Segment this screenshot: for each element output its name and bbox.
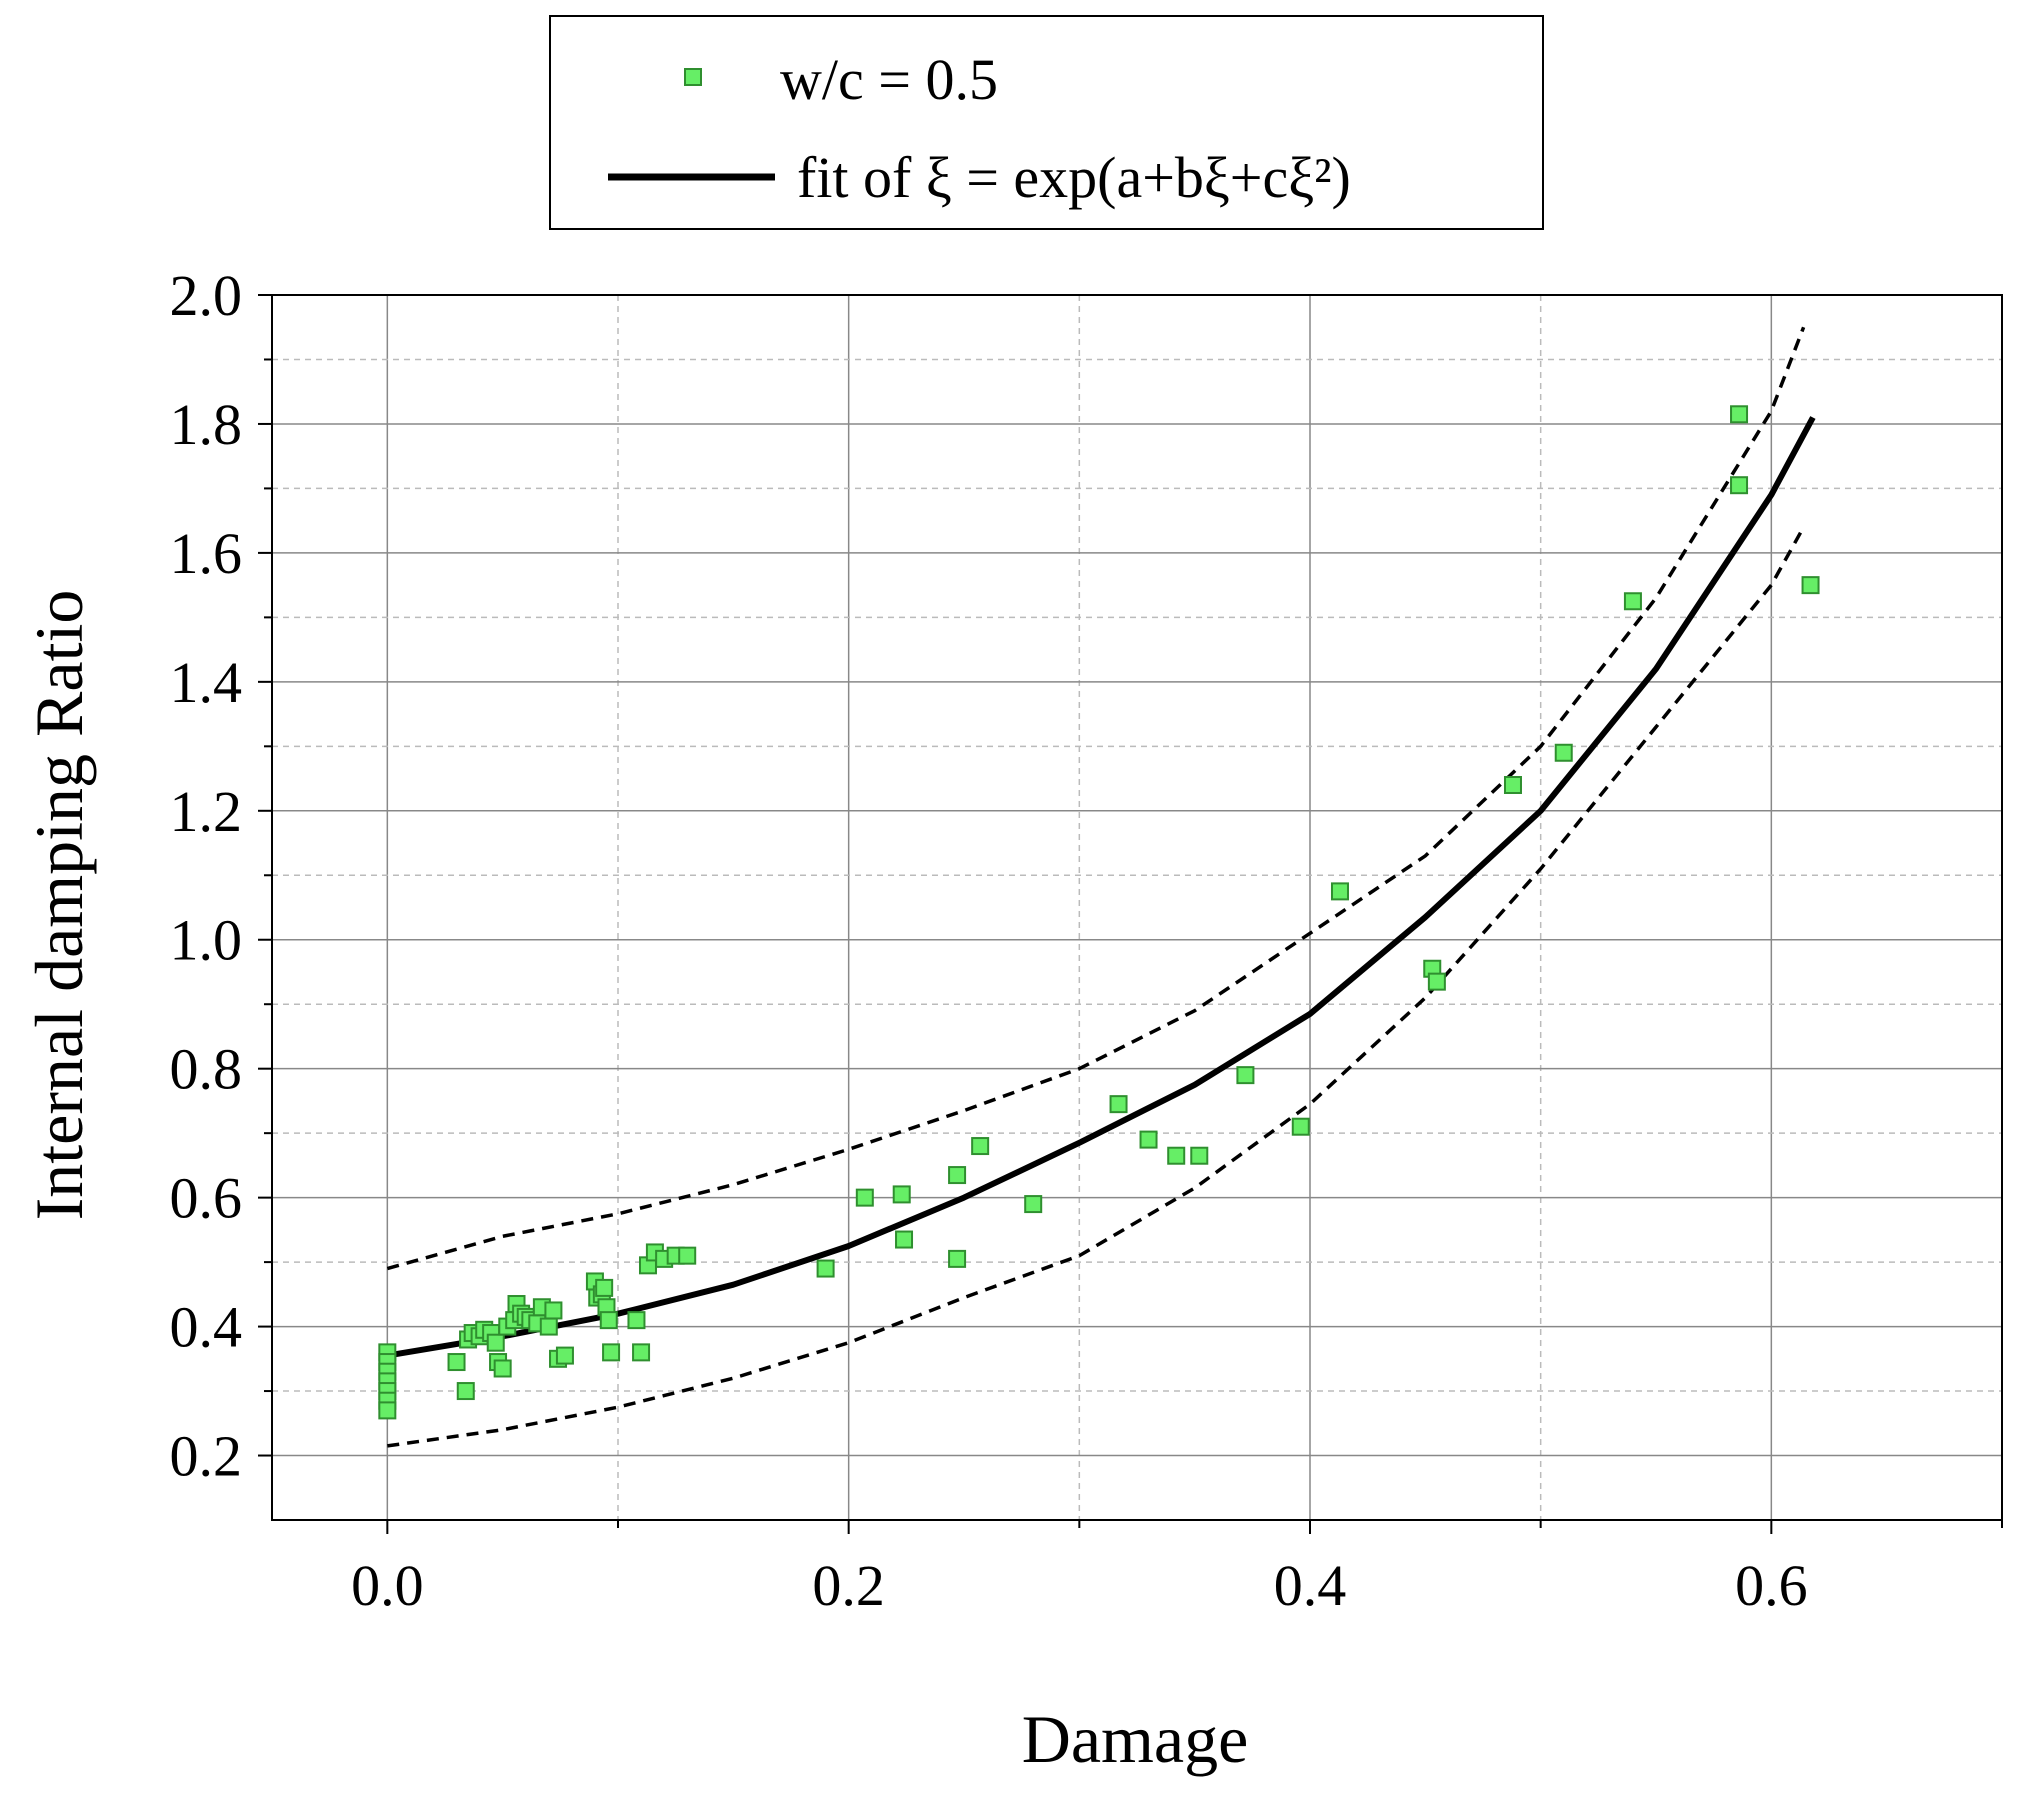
axis-ticks [258,294,2003,1534]
data-point [1109,1095,1128,1114]
data-point [892,1185,911,1204]
x-axis-title: Damage [1022,1701,1249,1777]
legend: w/c = 0.5 fit of ξ = exp(a+bξ+cξ²) [549,15,1544,230]
data-point [1554,743,1573,762]
data-point [632,1343,651,1362]
data-point [447,1353,466,1372]
lower-confidence-band [387,526,1806,1448]
data-point [948,1249,967,1268]
data-point [486,1333,505,1352]
data-point [1291,1117,1310,1136]
data-point [1167,1146,1186,1165]
data-point [1330,882,1349,901]
y-tick-label: 0.4 [170,1295,243,1360]
y-tick-label: 2.0 [170,263,243,328]
fit-curve [386,416,1816,1359]
y-tick-label: 0.8 [170,1037,243,1102]
data-point [1730,405,1749,424]
data-point [1623,592,1642,611]
data-point [627,1311,646,1330]
y-tick-label: 1.8 [170,392,243,457]
y-tick-label: 1.4 [170,650,243,715]
y-tick-label: 1.2 [170,779,243,844]
data-point [456,1382,475,1401]
fit-curve-group [386,416,1816,1359]
data-point [539,1317,558,1336]
data-point [544,1301,563,1320]
data-point [599,1311,618,1330]
confidence-bands [386,326,1806,1448]
legend-label-fit: fit of ξ = exp(a+bξ+cξ²) [797,145,1351,210]
y-tick-label: 1.0 [170,908,243,973]
data-point [816,1259,835,1278]
y-tick-labels: 0.2 0.4 0.6 0.8 1.0 1.2 1.4 1.6 1.8 2.0 [170,263,243,1489]
data-point [493,1359,512,1378]
data-point [1024,1195,1043,1214]
data-point [1236,1066,1255,1085]
data-point [678,1246,697,1265]
y-tick-label: 1.6 [170,521,243,586]
y-tick-label: 0.6 [170,1166,243,1231]
y-axis-title: Internal damping Ratio [21,590,97,1221]
plot-frame [271,294,2003,1521]
data-point [555,1346,574,1365]
legend-box [549,15,1544,230]
y-tick-label: 0.2 [170,1424,243,1489]
data-point [1190,1146,1209,1165]
data-point [595,1278,614,1297]
data-point [855,1188,874,1207]
data-point [895,1230,914,1249]
data-point [1139,1130,1158,1149]
x-tick-label: 0.4 [1274,1553,1347,1618]
data-point [1503,776,1522,794]
legend-label-data: w/c = 0.5 [780,47,998,112]
data-point [602,1343,621,1362]
data-point [971,1137,990,1156]
data-point [1730,476,1749,495]
data-point [378,1401,397,1420]
data-points [378,405,1820,1420]
x-tick-label: 0.2 [812,1553,885,1618]
data-point [1801,576,1820,595]
data-point [948,1166,967,1185]
data-point [1427,972,1446,991]
x-tick-labels: 0.0 0.2 0.4 0.6 [351,1553,1808,1618]
x-tick-label: 0.6 [1735,1553,1808,1618]
legend-marker-swatch [684,68,702,86]
upper-confidence-band [386,326,1806,1271]
x-tick-label: 0.0 [351,1553,424,1618]
